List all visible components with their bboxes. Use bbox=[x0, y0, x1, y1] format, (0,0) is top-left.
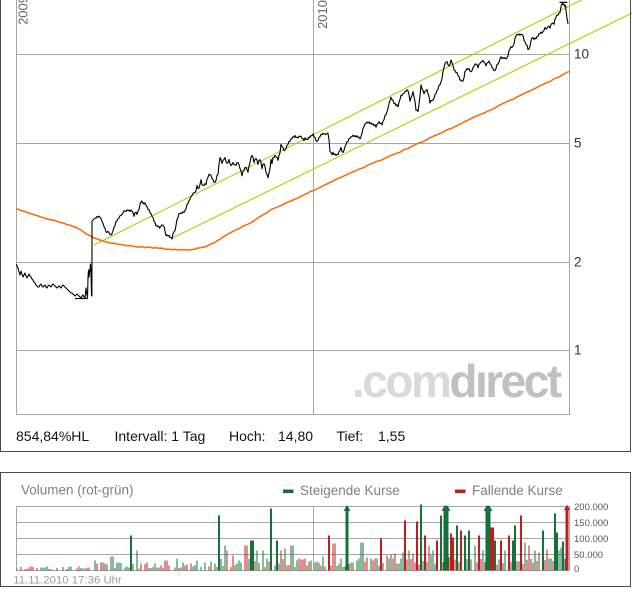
svg-text:100.000: 100.000 bbox=[574, 534, 608, 545]
svg-text:5: 5 bbox=[574, 136, 582, 151]
svg-text:2: 2 bbox=[574, 255, 582, 270]
svg-text:Fallende Kurse: Fallende Kurse bbox=[472, 483, 563, 498]
svg-text:10: 10 bbox=[574, 47, 589, 62]
svg-text:854,84%HL: 854,84%HL bbox=[16, 428, 89, 444]
svg-text:150.000: 150.000 bbox=[574, 518, 608, 529]
svg-text:Hoch:: Hoch: bbox=[229, 428, 266, 444]
svg-text:11.11.2010 17:36 Uhr: 11.11.2010 17:36 Uhr bbox=[13, 575, 122, 587]
svg-text:2009: 2009 bbox=[16, 0, 31, 25]
svg-text:Steigende Kurse: Steigende Kurse bbox=[300, 483, 400, 498]
svg-text:.comdırect: .comdırect bbox=[352, 355, 562, 407]
svg-text:0: 0 bbox=[574, 564, 579, 575]
svg-text:200.000: 200.000 bbox=[574, 502, 608, 513]
svg-text:Tief:: Tief: bbox=[337, 428, 364, 444]
svg-text:Intervall: 1 Tag: Intervall: 1 Tag bbox=[115, 428, 206, 444]
svg-text:Volumen (rot-grün): Volumen (rot-grün) bbox=[21, 483, 134, 498]
svg-text:1,55: 1,55 bbox=[378, 428, 405, 444]
svg-text:2010: 2010 bbox=[315, 0, 330, 29]
svg-text:14,80: 14,80 bbox=[278, 428, 313, 444]
svg-text:1: 1 bbox=[574, 343, 582, 358]
svg-text:50.000: 50.000 bbox=[574, 550, 603, 561]
